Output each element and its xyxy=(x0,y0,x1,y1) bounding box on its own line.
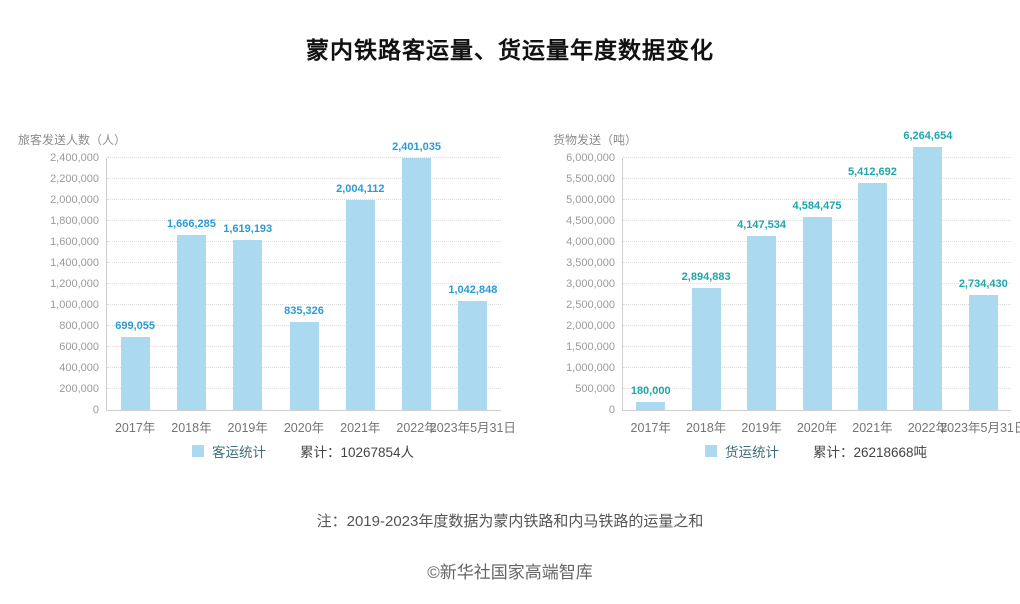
bar xyxy=(636,402,666,410)
y-axis-tick-label: 2,400,000 xyxy=(50,152,99,164)
bar-value-label: 2,734,430 xyxy=(958,278,1008,291)
bar xyxy=(968,295,998,410)
legend-swatch xyxy=(704,445,717,457)
bar xyxy=(402,157,432,410)
y-axis-tick-label: 1,800,000 xyxy=(50,215,99,227)
bar-value-label: 2,004,112 xyxy=(336,182,385,195)
gridline xyxy=(107,241,501,242)
gridline xyxy=(623,157,1011,158)
legend-series-label: 客运统计 xyxy=(211,445,266,460)
bar-value-label: 2,401,035 xyxy=(392,140,442,153)
y-axis-tick-label: 1,500,000 xyxy=(566,341,615,353)
y-axis-tick-label: 2,200,000 xyxy=(50,173,99,185)
y-axis-tick-label: 1,200,000 xyxy=(50,278,99,290)
plot-area: 0 200,000 400,000 600,000 800,000 1,000,000 1,… xyxy=(50,141,516,435)
gridline xyxy=(107,262,501,263)
bar-value-label: 1,042,848 xyxy=(448,283,498,296)
bar xyxy=(913,146,943,410)
x-axis-category-label: 2023年5月31日 xyxy=(429,421,516,435)
bar xyxy=(289,322,319,410)
x-axis-category-label: 2019年 xyxy=(227,421,268,435)
bar-value-label: 180,000 xyxy=(630,385,671,398)
passenger-legend: 客运统计 累计：10267854人 xyxy=(106,441,500,461)
y-axis-tick-label: 3,000,000 xyxy=(566,278,615,290)
y-axis-tick-label: 4,000,000 xyxy=(566,236,615,248)
x-axis-category-label: 2018年 xyxy=(171,421,212,435)
bar-value-label: 2,894,883 xyxy=(681,271,731,284)
y-axis-tick-label: 800,000 xyxy=(59,320,99,332)
source-attribution: ©新华社国家高端智库 xyxy=(427,563,593,582)
y-axis-tick-label: 500,000 xyxy=(575,383,615,395)
bar-value-label: 4,147,534 xyxy=(737,218,787,231)
y-axis-tick-label: 600,000 xyxy=(59,341,99,353)
y-axis-tick-label: 2,000,000 xyxy=(50,194,99,206)
bar xyxy=(233,240,263,410)
gridline xyxy=(623,199,1011,200)
gridline xyxy=(107,304,501,305)
y-axis-tick-label: 1,600,000 xyxy=(50,236,99,248)
legend-cumulative-total: 累计：26218668吨 xyxy=(812,445,928,460)
bar-value-label: 699,055 xyxy=(115,319,156,332)
gridline xyxy=(107,283,501,284)
x-axis-category-label: 2021年 xyxy=(852,421,893,435)
y-axis-tick-label: 2,000,000 xyxy=(566,320,615,332)
bar xyxy=(458,300,488,410)
y-axis-tick-label: 400,000 xyxy=(59,362,99,374)
x-axis-category-label: 2023年5月31日 xyxy=(940,421,1020,435)
gridline xyxy=(107,220,501,221)
freight-legend: 货运统计 累计：26218668吨 xyxy=(622,441,1010,461)
x-axis-category-label: 2022年 xyxy=(396,421,437,435)
legend-series-label: 货运统计 xyxy=(724,445,779,460)
bar-value-label: 5,412,692 xyxy=(847,165,897,178)
bar-value-label: 6,264,654 xyxy=(903,129,953,142)
bar-value-label: 835,326 xyxy=(284,305,324,318)
freight-y-axis-label: 货物发送（吨） xyxy=(553,133,638,147)
bar-value-label: 1,666,285 xyxy=(166,218,216,231)
x-axis-category-label: 2019年 xyxy=(741,421,782,435)
y-axis-tick-label: 0 xyxy=(92,404,99,416)
y-axis-tick-label: 5,000,000 xyxy=(566,194,615,206)
gridline xyxy=(107,157,501,158)
x-axis-category-label: 2020年 xyxy=(283,421,325,435)
x-axis-category-label: 2020年 xyxy=(796,421,838,435)
bar xyxy=(120,336,150,410)
y-axis-tick-label: 200,000 xyxy=(59,383,99,395)
passenger-y-axis-label: 旅客发送人数（人） xyxy=(18,133,127,147)
gridline xyxy=(107,199,501,200)
y-axis-tick-label: 3,500,000 xyxy=(566,257,615,269)
gridline xyxy=(107,178,501,179)
y-axis-tick-label: 1,400,000 xyxy=(50,257,99,269)
x-axis-category-label: 2021年 xyxy=(340,421,381,435)
x-axis-category-label: 2017年 xyxy=(114,421,156,435)
legend-swatch xyxy=(191,445,204,457)
x-axis-category-label: 2022年 xyxy=(907,421,948,435)
bar-value-label: 1,619,193 xyxy=(223,223,273,235)
page-title: 蒙内铁路客运量、货运量年度数据变化 xyxy=(306,37,714,63)
y-axis-tick-label: 4,500,000 xyxy=(566,215,615,227)
y-axis-tick-label: 0 xyxy=(608,404,615,416)
y-axis-tick-label: 1,000,000 xyxy=(566,362,615,374)
bar xyxy=(857,182,887,410)
y-axis-tick-label: 2,500,000 xyxy=(566,299,615,311)
bar xyxy=(176,235,206,410)
legend-cumulative-total: 累计：10267854人 xyxy=(299,445,415,460)
bar xyxy=(691,288,721,410)
plot-area: 0 500,000 1,000,000 1,500,000 2,000,000 2,500… xyxy=(566,130,1020,435)
gridline xyxy=(623,178,1011,179)
y-axis-tick-label: 6,000,000 xyxy=(566,152,615,164)
footnote: 注：2019-2023年度数据为蒙内铁路和内马铁路的运量之和 xyxy=(316,513,704,530)
bar xyxy=(802,217,832,410)
bar-value-label: 4,584,475 xyxy=(792,200,842,213)
y-axis-tick-label: 1,000,000 xyxy=(50,299,99,311)
x-axis-category-label: 2018年 xyxy=(685,421,727,435)
x-axis-category-label: 2017年 xyxy=(630,421,671,435)
bar xyxy=(747,235,777,410)
bar xyxy=(345,199,375,410)
y-axis-tick-label: 5,500,000 xyxy=(566,173,615,185)
